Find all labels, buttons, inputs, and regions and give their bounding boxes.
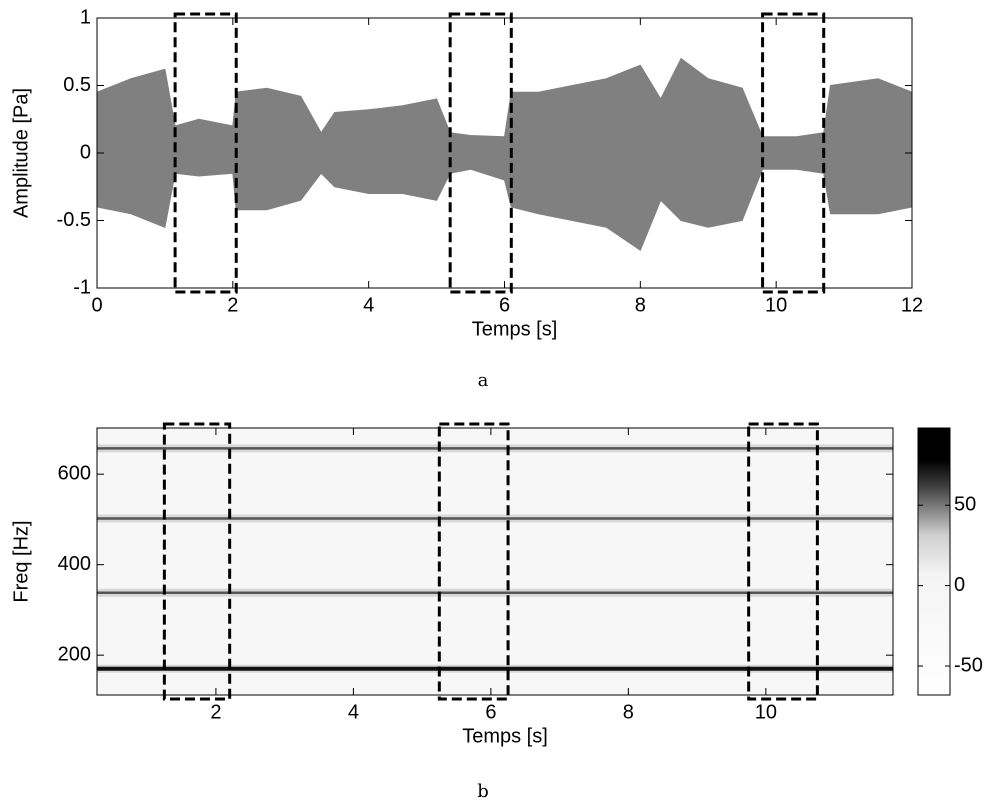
- caption: a: [478, 370, 489, 391]
- y-tick-label: 0.5: [63, 74, 91, 96]
- y-tick-label: -0.5: [57, 209, 91, 231]
- y-tick-label: 600: [58, 462, 91, 484]
- y-tick-label: 1: [80, 6, 91, 28]
- x-tick-label: 2: [227, 294, 238, 316]
- y-tick-label: 400: [58, 553, 91, 575]
- x-tick-label: 2: [210, 701, 221, 723]
- highlight-box: [747, 422, 819, 701]
- x-tick-label: 4: [363, 294, 374, 316]
- highlight-box: [437, 422, 510, 701]
- highlight-box: [448, 12, 513, 294]
- highlight-box: [162, 422, 232, 701]
- x-tick-label: 6: [485, 701, 496, 723]
- highlight-box: [173, 12, 238, 294]
- colorbar-tick-label: -50: [954, 654, 983, 676]
- y-tick-label: 0: [80, 141, 91, 163]
- x-tick-label: 0: [91, 294, 102, 316]
- x-axis-label: Temps [s]: [472, 318, 558, 340]
- colorbar-tick-label: 50: [954, 493, 976, 515]
- x-tick-label: 6: [499, 294, 510, 316]
- x-tick-label: 10: [765, 294, 787, 316]
- plot-frame: [96, 17, 913, 289]
- x-tick-label: 8: [635, 294, 646, 316]
- x-tick-label: 4: [348, 701, 359, 723]
- y-axis-label: Amplitude [Pa]: [10, 88, 32, 218]
- x-tick-label: 10: [755, 701, 777, 723]
- y-tick-label: -1: [73, 276, 91, 298]
- caption: b: [477, 781, 489, 802]
- y-tick-label: 200: [58, 643, 91, 665]
- envelope-lower: [96, 152, 913, 251]
- plot-frame: [96, 427, 894, 696]
- x-tick-label: 8: [623, 701, 634, 723]
- y-axis-label: Freq [Hz]: [10, 520, 32, 602]
- colorbar: [917, 427, 951, 696]
- envelope-upper: [96, 57, 913, 154]
- highlight-box: [761, 12, 826, 294]
- colorbar-tick-label: 0: [954, 574, 965, 596]
- x-axis-label: Temps [s]: [462, 725, 548, 747]
- x-tick-label: 12: [901, 294, 923, 316]
- spectrogram-bg: [97, 428, 893, 695]
